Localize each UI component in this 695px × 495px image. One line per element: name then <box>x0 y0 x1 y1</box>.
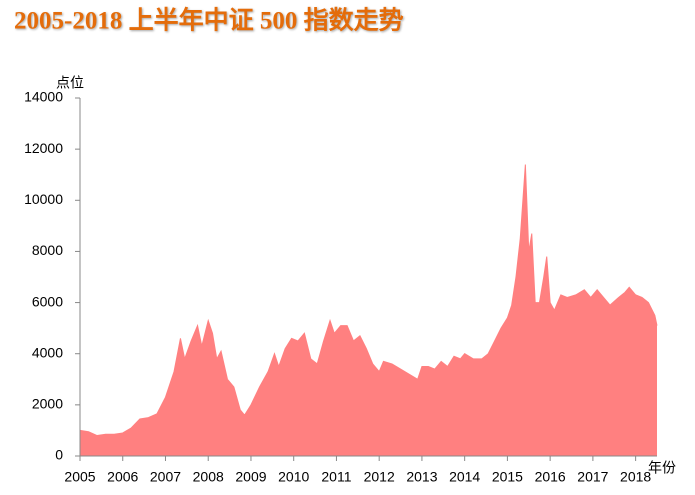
x-axis-label: 年份 <box>648 460 676 476</box>
y-tick-label: 4000 <box>32 344 63 360</box>
y-tick-label: 10000 <box>24 191 63 207</box>
x-tick-label: 2005 <box>64 469 95 485</box>
x-tick-label: 2008 <box>193 469 224 485</box>
x-tick-label: 2007 <box>150 469 181 485</box>
x-tick-label: 2013 <box>406 469 437 485</box>
x-tick-label: 2012 <box>364 469 395 485</box>
x-tick-label: 2009 <box>235 469 266 485</box>
area-fill <box>80 164 657 457</box>
x-tick-label: 2010 <box>278 469 309 485</box>
x-tick-label: 2016 <box>535 469 566 485</box>
y-tick-label: 12000 <box>24 140 63 156</box>
y-tick-label: 0 <box>55 447 63 463</box>
area-line <box>79 164 658 437</box>
x-tick-label: 2018 <box>620 469 651 485</box>
x-tick-label: 2011 <box>321 469 351 485</box>
chart-title: 2005-2018 上半年中证 500 指数走势 <box>14 6 404 35</box>
y-tick-label: 6000 <box>32 293 63 309</box>
x-tick-label: 2014 <box>449 469 480 485</box>
x-tick-label: 2015 <box>492 469 523 485</box>
y-tick-label: 14000 <box>24 89 63 105</box>
x-tick-label: 2017 <box>577 469 608 485</box>
y-tick-label: 2000 <box>32 396 63 412</box>
x-tick-label: 2006 <box>107 469 138 485</box>
y-axis-label: 点位 <box>56 75 84 91</box>
y-tick-label: 8000 <box>32 242 63 258</box>
